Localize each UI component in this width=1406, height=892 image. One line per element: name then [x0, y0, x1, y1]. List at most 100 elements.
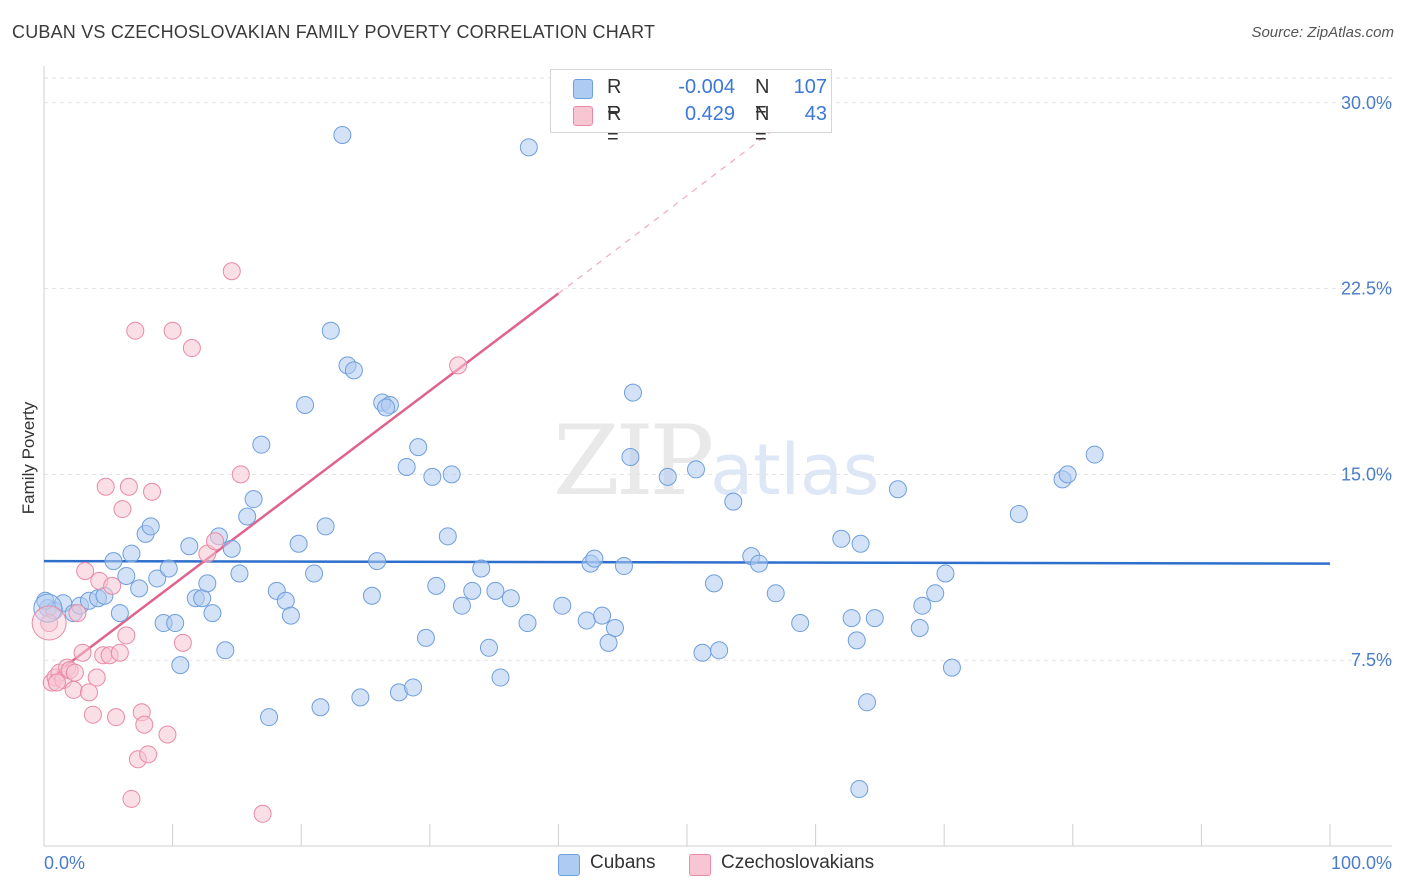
cuban-point	[693, 643, 712, 662]
cuban-point	[423, 467, 442, 486]
bottom-legend-swatch-cubans	[558, 854, 580, 876]
cuban-point	[122, 544, 141, 563]
cuban-point	[658, 467, 677, 486]
cuban-point	[865, 609, 884, 628]
czechoslovakian-point	[40, 614, 59, 633]
czechoslovakian-point	[107, 708, 126, 727]
czechoslovakian-point	[80, 683, 99, 702]
cuban-point	[252, 435, 271, 454]
cuban-point	[1058, 465, 1077, 484]
cuban-point	[397, 457, 416, 476]
cuban-point	[141, 517, 160, 536]
cuban-point	[416, 628, 435, 647]
cuban-point	[427, 576, 446, 595]
legend-n-value: 107	[793, 76, 827, 98]
legend-swatch-cubans	[573, 79, 593, 99]
czechoslovakian-point	[96, 477, 115, 496]
cuban-point	[705, 574, 724, 593]
bottom-legend-swatch-czechoslovakians	[689, 854, 711, 876]
cuban-point	[599, 633, 618, 652]
cuban-point	[851, 534, 870, 553]
cuban-point	[260, 708, 279, 727]
czechoslovakian-point	[65, 663, 84, 682]
cuban-point	[171, 656, 190, 675]
cuban-point	[1085, 445, 1104, 464]
czechoslovakian-point	[110, 643, 129, 662]
cuban-point	[203, 604, 222, 623]
czechoslovakian-point	[206, 532, 225, 551]
cuban-point	[305, 564, 324, 583]
cuban-point	[117, 566, 136, 585]
legend-r-label: R =	[607, 103, 622, 148]
czechoslovakian-point	[126, 321, 145, 340]
cuban-point	[621, 448, 640, 467]
czechoslovakian-point	[143, 482, 162, 501]
legend-r-value: -0.004	[678, 76, 735, 98]
cuban-point	[913, 596, 932, 615]
cuban-point	[216, 641, 235, 660]
cuban-point	[316, 517, 335, 536]
cuban-point	[463, 581, 482, 600]
cuban-point	[553, 596, 572, 615]
axes	[43, 66, 1392, 847]
czechoslovakian-point	[139, 745, 158, 764]
cuban-point	[605, 618, 624, 637]
cuban-point	[36, 591, 55, 610]
cuban-point	[910, 618, 929, 637]
cuban-point	[888, 480, 907, 499]
cuban-point	[368, 552, 387, 571]
tick-labels: 7.5% 15.0% 22.5% 30.0% 0.0% 100.0%	[44, 93, 1392, 873]
cuban-point	[491, 668, 510, 687]
czechoslovakian-point	[449, 356, 468, 375]
cuban-point	[238, 507, 257, 526]
cuban-point	[850, 780, 869, 799]
cuban-point	[166, 614, 185, 633]
y-tick-label: 30.0%	[1341, 93, 1392, 113]
czechoslovakian-point	[231, 465, 250, 484]
czechoslovakian-point	[47, 673, 66, 692]
cuban-point	[724, 492, 743, 511]
cuban-point	[614, 557, 633, 576]
czechoslovakian-point	[173, 633, 192, 652]
cuban-point	[110, 604, 129, 623]
czechoslovakian-point	[117, 626, 136, 645]
cuban-point	[404, 678, 423, 697]
cuban-point	[296, 396, 315, 415]
cuban-point	[281, 606, 300, 625]
correlation-legend: R = -0.004 N = 107 R = 0.429 N = 43	[550, 69, 832, 148]
cuban-point	[222, 539, 241, 558]
y-tick-label: 22.5%	[1341, 279, 1392, 299]
cuban-point	[159, 559, 178, 578]
czechoslovakian-point	[68, 604, 87, 623]
cuban-point	[791, 614, 810, 633]
czechoslovakian-point	[64, 680, 83, 699]
data-points	[31, 125, 1104, 823]
cuban-point	[847, 631, 866, 650]
cuban-point	[244, 490, 263, 509]
cuban-point	[766, 584, 785, 603]
czechoslovakian-point	[113, 500, 132, 519]
cuban-point	[362, 586, 381, 605]
cuban-point	[577, 611, 596, 630]
cuban-point	[377, 398, 396, 417]
cuban-point	[311, 698, 330, 717]
cuban-trend-line	[43, 559, 1331, 565]
cuban-point	[942, 658, 961, 677]
cuban-point	[486, 581, 505, 600]
cuban-point	[710, 641, 729, 660]
czechoslovakian-point	[87, 668, 106, 687]
czechoslovakian-point	[182, 339, 201, 358]
cuban-point	[230, 564, 249, 583]
cuban-point	[130, 579, 149, 598]
cuban-point	[289, 534, 308, 553]
czechoslovakian-point	[158, 725, 177, 744]
legend-n-value: 43	[804, 103, 827, 125]
cuban-point	[519, 138, 538, 157]
czechoslovakian-point	[83, 705, 102, 724]
cuban-point	[344, 361, 363, 380]
legend-r-label: R =	[607, 76, 622, 121]
bottom-legend-label: Cubans	[590, 852, 656, 873]
source-label: Source: ZipAtlas.com	[1251, 24, 1394, 41]
cuban-point	[623, 383, 642, 402]
